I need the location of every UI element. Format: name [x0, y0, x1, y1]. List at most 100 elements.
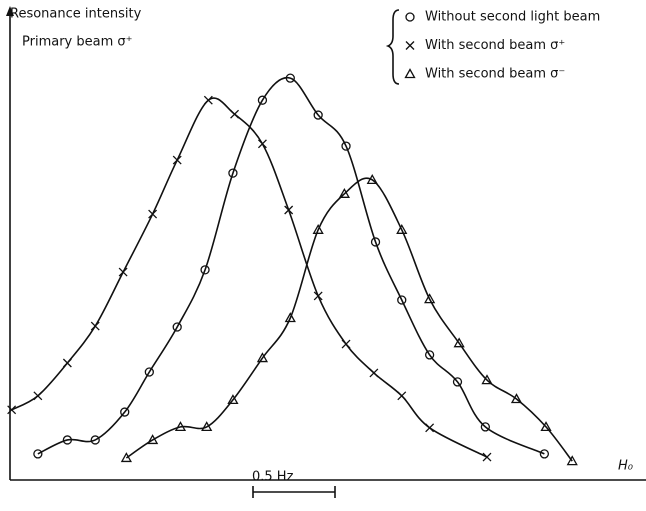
- marker-shape: [510, 393, 523, 404]
- marker-shape: [172, 155, 182, 165]
- marker-shape: [62, 435, 73, 445]
- marker-circle: [397, 295, 407, 305]
- fit-curve: [125, 177, 573, 462]
- x-label: H₀: [618, 459, 634, 474]
- marker-cross: [284, 205, 294, 215]
- marker-shape: [90, 321, 100, 331]
- y-label: Resonance intensity: [10, 7, 142, 22]
- marker-triangle: [284, 312, 296, 323]
- marker-shape: [257, 139, 267, 149]
- marker-circle: [480, 422, 491, 432]
- marker-shape: [230, 109, 240, 119]
- marker-shape: [120, 407, 130, 417]
- marker-shape: [313, 110, 323, 120]
- legend-label: With second beam σ⁺: [425, 38, 565, 53]
- marker-cross: [425, 423, 435, 433]
- y-label: Primary beam σ⁺: [22, 35, 132, 50]
- marker-shape: [256, 352, 269, 363]
- marker-shape: [341, 141, 351, 151]
- marker-shape: [120, 452, 132, 463]
- marker-shape: [33, 391, 43, 401]
- marker-triangle: [338, 187, 351, 198]
- marker-triangle: [312, 223, 324, 234]
- marker-cross: [230, 109, 240, 119]
- marker-triangle: [566, 455, 578, 466]
- marker-shape: [90, 435, 100, 445]
- marker-shape: [228, 168, 238, 178]
- marker-cross: [90, 321, 100, 331]
- marker-shape: [203, 95, 213, 105]
- marker-triangle: [366, 174, 378, 185]
- legend-label: With second beam σ⁻: [425, 67, 565, 82]
- marker-cross: [118, 267, 128, 277]
- marker-circle: [405, 12, 415, 22]
- marker-triangle: [227, 394, 239, 405]
- marker-shape: [341, 339, 351, 349]
- marker-triangle: [404, 68, 416, 79]
- fit-curve: [11, 97, 488, 458]
- marker-shape: [405, 12, 415, 22]
- marker-circle: [370, 237, 381, 247]
- marker-shape: [366, 174, 378, 185]
- marker-triangle: [201, 421, 213, 432]
- marker-circle: [120, 407, 130, 417]
- marker-circle: [424, 350, 435, 360]
- marker-cross: [257, 139, 267, 149]
- marker-shape: [313, 291, 323, 301]
- marker-cross: [369, 368, 379, 378]
- marker-shape: [405, 41, 415, 50]
- marker-circle: [313, 110, 323, 120]
- marker-shape: [566, 455, 578, 466]
- marker-circle: [285, 73, 295, 83]
- marker-circle: [539, 449, 550, 459]
- marker-shape: [284, 312, 296, 323]
- marker-cross: [203, 95, 213, 105]
- marker-circle: [452, 377, 463, 387]
- marker-shape: [482, 452, 492, 462]
- marker-triangle: [174, 421, 187, 432]
- marker-triangle: [424, 293, 436, 304]
- marker-shape: [370, 237, 381, 247]
- marker-circle: [257, 95, 268, 105]
- marker-circle: [172, 322, 182, 332]
- marker-cross: [405, 41, 415, 50]
- marker-cross: [33, 391, 43, 401]
- fit-curve: [37, 76, 545, 455]
- marker-shape: [201, 421, 213, 432]
- marker-shape: [118, 267, 128, 277]
- marker-shape: [148, 209, 158, 219]
- marker-shape: [404, 68, 416, 79]
- marker-circle: [228, 168, 238, 178]
- marker-circle: [90, 435, 100, 445]
- marker-cross: [313, 291, 323, 301]
- marker-shape: [174, 421, 187, 432]
- marker-circle: [341, 141, 351, 151]
- marker-shape: [144, 367, 154, 377]
- marker-cross: [172, 155, 182, 165]
- marker-triangle: [256, 352, 269, 363]
- legend-label: Without second light beam: [425, 10, 600, 25]
- marker-cross: [341, 339, 351, 349]
- marker-shape: [7, 405, 17, 415]
- marker-shape: [539, 449, 550, 459]
- marker-shape: [453, 337, 465, 348]
- marker-shape: [480, 422, 491, 432]
- scale-bar-label: 0.5 Hz: [252, 470, 294, 485]
- marker-shape: [481, 374, 493, 385]
- marker-shape: [338, 187, 351, 198]
- marker-shape: [312, 223, 324, 234]
- marker-shape: [424, 293, 436, 304]
- marker-triangle: [481, 374, 493, 385]
- marker-shape: [62, 358, 72, 368]
- marker-shape: [425, 423, 435, 433]
- marker-cross: [62, 358, 72, 368]
- marker-shape: [285, 73, 295, 83]
- marker-circle: [62, 435, 73, 445]
- marker-shape: [200, 265, 210, 275]
- marker-shape: [397, 391, 407, 401]
- marker-circle: [33, 449, 43, 459]
- marker-triangle: [510, 393, 523, 404]
- marker-shape: [369, 368, 379, 378]
- marker-shape: [172, 322, 182, 332]
